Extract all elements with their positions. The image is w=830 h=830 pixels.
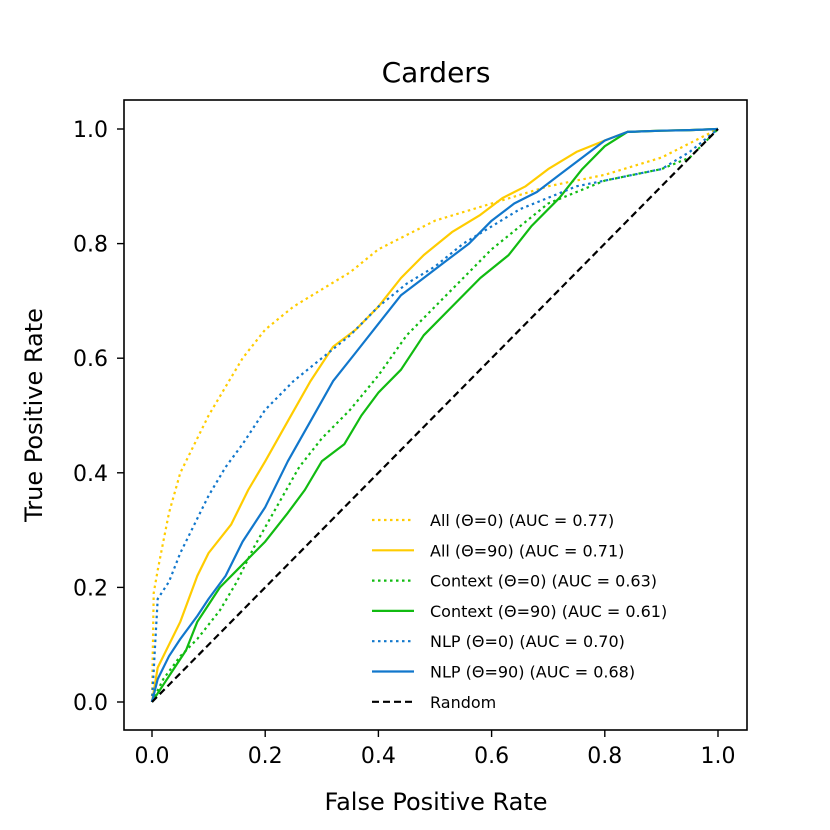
y-tick-label: 1.0 — [73, 118, 108, 143]
legend-label-context-0-auc-0-63: Context (Θ=0) (AUC = 0.63) — [430, 572, 657, 591]
series-line-nlp-90-auc-0-68 — [150, 127, 719, 703]
x-tick-label: 0.0 — [135, 744, 170, 769]
y-tick-label: 0.2 — [73, 576, 108, 601]
x-axis: 0.0 0.2 0.4 0.6 0.8 1.0 — [135, 730, 736, 769]
x-tick-label: 0.6 — [474, 744, 509, 769]
series-line-context-0-auc-0-63 — [151, 128, 719, 703]
legend-label-random: Random — [430, 693, 496, 712]
chart-title: Carders — [382, 56, 491, 89]
series-line-random — [151, 128, 719, 703]
y-tick-label: 0.6 — [73, 347, 108, 372]
legend-label-context-90-auc-0-61: Context (Θ=90) (AUC = 0.61) — [430, 602, 667, 621]
legend-label-all-90-auc-0-71: All (Θ=90) (AUC = 0.71) — [430, 541, 624, 560]
legend: All (Θ=0) (AUC = 0.77) All (Θ=90) (AUC = … — [372, 511, 667, 712]
y-tick-label: 0.8 — [73, 233, 108, 258]
series-line-nlp-0-auc-0-70 — [150, 128, 719, 703]
y-tick-label: 0.0 — [73, 691, 108, 716]
x-tick-label: 1.0 — [701, 744, 736, 769]
x-tick-label: 0.4 — [361, 744, 396, 769]
y-tick-label: 0.4 — [73, 462, 108, 487]
series-line-context-90-auc-0-61 — [151, 127, 719, 703]
y-axis-title: True Positive Rate — [20, 308, 48, 523]
x-tick-label: 0.8 — [587, 744, 622, 769]
legend-label-nlp-0-auc-0-70: NLP (Θ=0) (AUC = 0.70) — [430, 632, 625, 651]
x-tick-label: 0.2 — [248, 744, 283, 769]
plot-lines — [150, 127, 719, 703]
legend-label-nlp-90-auc-0-68: NLP (Θ=90) (AUC = 0.68) — [430, 663, 635, 682]
x-axis-title: False Positive Rate — [324, 788, 547, 816]
plot-frame — [123, 99, 748, 731]
legend-label-all-0-auc-0-77: All (Θ=0) (AUC = 0.77) — [430, 511, 614, 530]
y-axis: 0.0 0.2 0.4 0.6 0.8 1.0 — [73, 118, 124, 716]
